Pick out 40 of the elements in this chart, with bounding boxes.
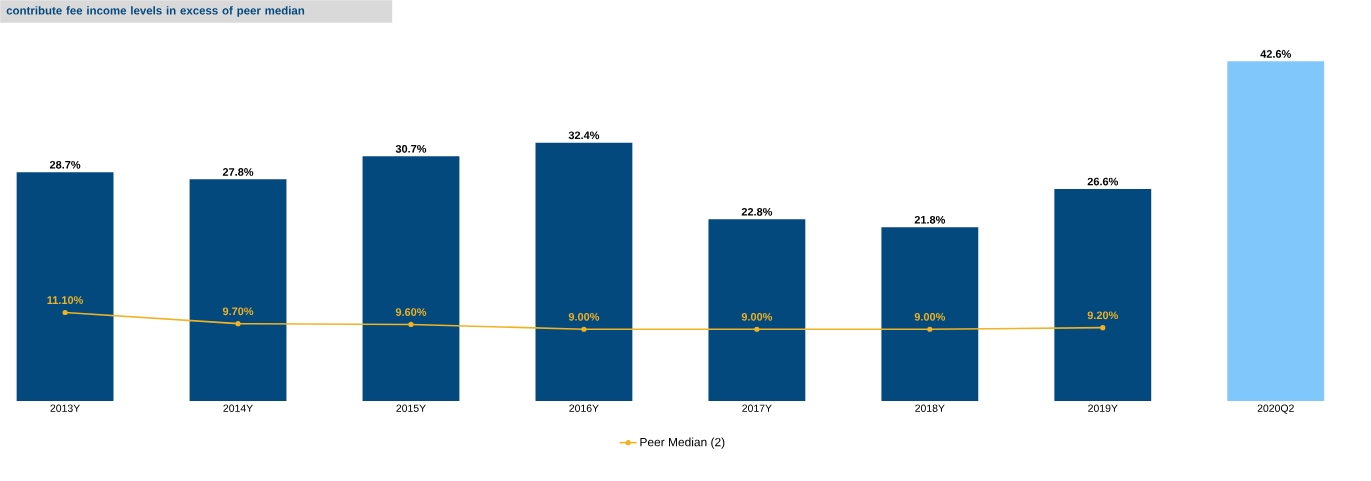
x-tick-label: 2017Y — [742, 404, 772, 412]
data-label: 27.8% — [222, 168, 254, 176]
x-tick-label: 2015Y — [396, 404, 426, 412]
data-label: 11.10% — [47, 296, 84, 304]
point — [581, 326, 587, 332]
bar — [535, 142, 633, 401]
data-label: 22.8% — [741, 207, 773, 216]
point — [754, 326, 760, 332]
data-label: 9.00% — [741, 312, 773, 321]
legend-label: Peer Median (2) — [640, 437, 725, 449]
bar — [881, 227, 979, 401]
point — [62, 309, 68, 316]
text: contribute fee income levels in excess of peer median — [6, 6, 305, 17]
bar — [1054, 188, 1152, 401]
data-label: 28.7% — [49, 160, 81, 169]
bar — [708, 219, 806, 401]
data-label: 9.20% — [1087, 311, 1119, 320]
data-label: 9.00% — [568, 312, 600, 321]
bar — [16, 172, 114, 401]
x-tick-label: 2020Q2 — [1257, 404, 1294, 414]
bar — [1227, 61, 1325, 401]
data-label: 32.4% — [568, 131, 600, 140]
data-label: 42.6% — [1260, 50, 1291, 58]
data-label: 21.8% — [914, 215, 946, 224]
data-label: 30.7% — [395, 144, 427, 153]
x-tick-label: 2018Y — [915, 404, 945, 412]
data-label: 9.00% — [914, 312, 946, 321]
point — [235, 321, 241, 327]
point — [927, 326, 933, 332]
point — [1100, 325, 1106, 331]
data-label: 9.60% — [395, 308, 427, 316]
x-tick-label: 2016Y — [569, 404, 599, 412]
data-label: 9.70% — [222, 307, 254, 316]
data-label: 26.6% — [1087, 177, 1119, 186]
x-tick-label: 2014Y — [223, 404, 253, 412]
x-tick-label: 2013Y — [50, 404, 80, 412]
point — [408, 321, 414, 328]
x-tick-label: 2019Y — [1088, 404, 1118, 412]
bar — [362, 156, 460, 401]
bar — [189, 179, 287, 401]
